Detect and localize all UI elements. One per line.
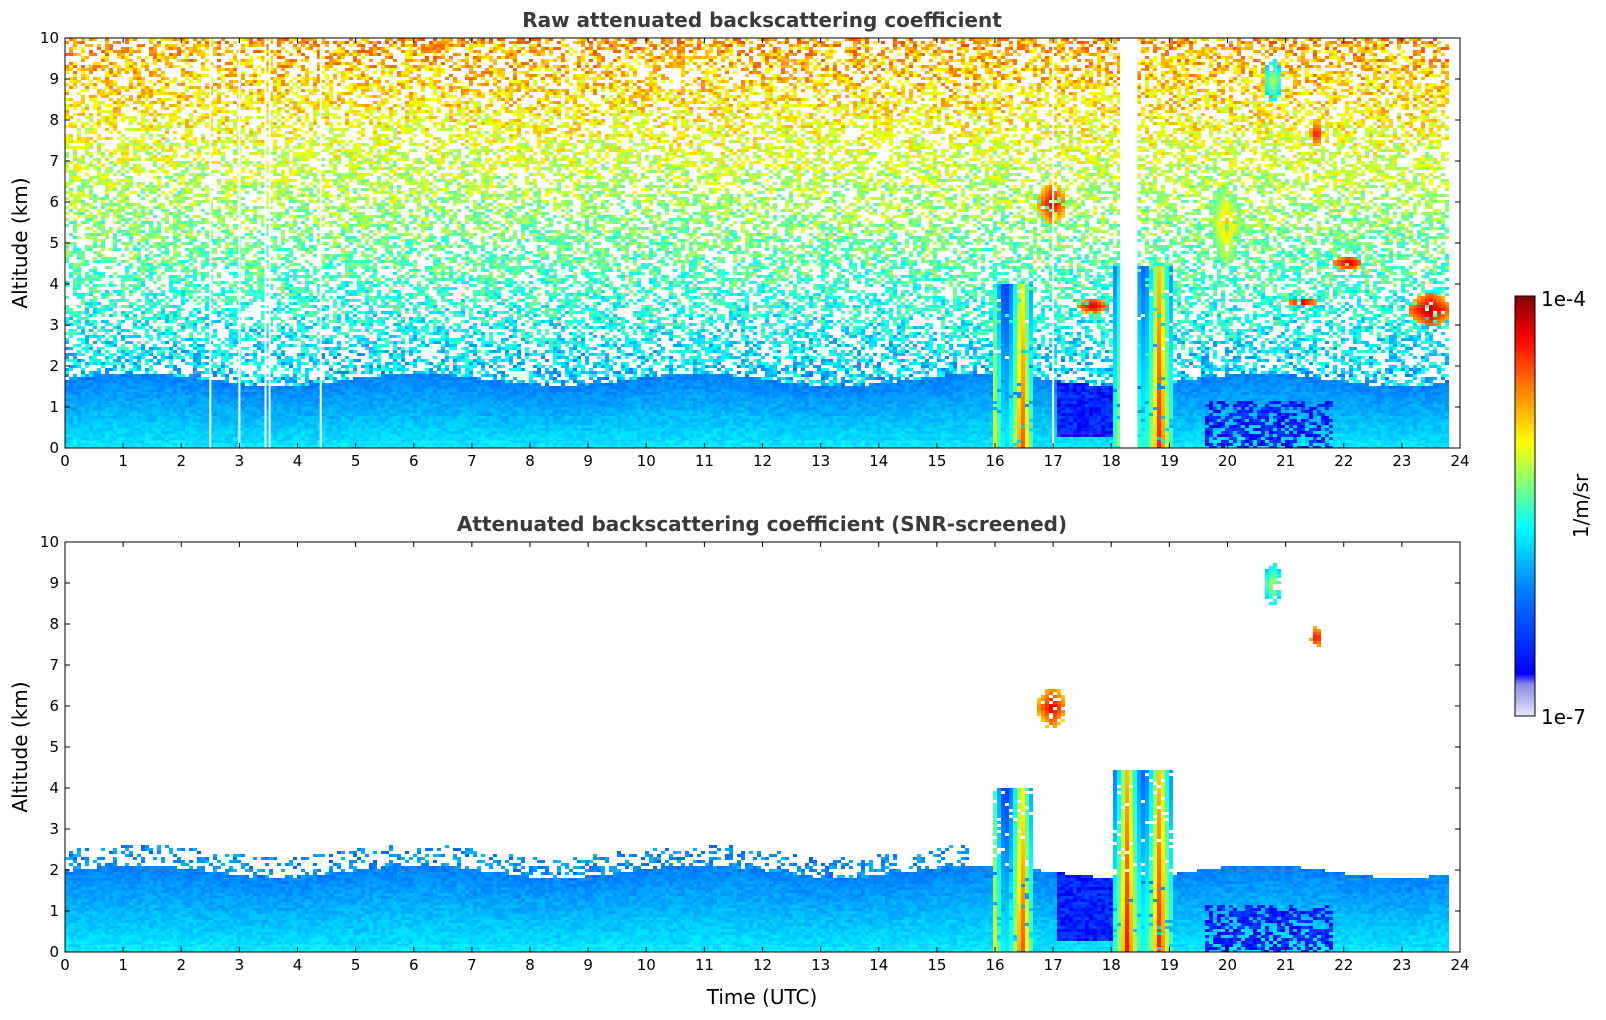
panel-raw: Raw attenuated backscattering coefficien… [8, 8, 1470, 470]
x-tick-label: 11 [695, 956, 714, 974]
colorbar-max-label: 1e-4 [1541, 287, 1586, 311]
y-tick-label: 4 [49, 779, 59, 797]
y-tick-label: 3 [49, 820, 59, 838]
heatmap-raw [65, 38, 1449, 449]
x-tick-label: 4 [293, 956, 303, 974]
data-gap [1120, 38, 1137, 448]
x-tick-label: 10 [637, 452, 656, 470]
y-tick-label: 2 [49, 357, 59, 375]
y-tick-label: 1 [49, 398, 59, 416]
x-tick-label: 6 [409, 452, 419, 470]
data-gap [209, 38, 211, 448]
x-tick-label: 7 [467, 956, 477, 974]
x-tick-label: 21 [1276, 956, 1295, 974]
y-tick-label: 8 [49, 615, 59, 633]
colorbar-scale [1515, 296, 1535, 716]
x-axis-label: Time (UTC) [706, 985, 818, 1009]
x-tick-label: 21 [1276, 452, 1295, 470]
x-tick-label: 18 [1102, 452, 1121, 470]
y-tick-label: 10 [40, 533, 59, 551]
x-tick-label: 24 [1450, 452, 1469, 470]
x-tick-label: 3 [235, 452, 245, 470]
y-tick-label: 5 [49, 234, 59, 252]
x-tick-label: 22 [1334, 452, 1353, 470]
x-tick-label: 19 [1160, 452, 1179, 470]
panel-title-screened: Attenuated backscattering coefficient (S… [457, 512, 1067, 536]
x-tick-label: 12 [753, 452, 772, 470]
y-tick-label: 4 [49, 275, 59, 293]
x-tick-label: 18 [1102, 956, 1121, 974]
y-axis-label-screened: Altitude (km) [8, 681, 32, 812]
x-tick-label: 3 [235, 956, 245, 974]
x-tick-label: 13 [811, 452, 830, 470]
x-tick-label: 16 [985, 452, 1004, 470]
x-tick-label: 5 [351, 956, 361, 974]
x-tick-label: 7 [467, 452, 477, 470]
x-tick-label: 8 [525, 452, 535, 470]
x-tick-label: 14 [869, 956, 888, 974]
x-tick-label: 0 [60, 452, 70, 470]
x-tick-label: 14 [869, 452, 888, 470]
x-tick-label: 24 [1450, 956, 1469, 974]
x-tick-label: 11 [695, 452, 714, 470]
y-tick-label: 10 [40, 29, 59, 47]
data-gap [1052, 38, 1054, 448]
y-tick-label: 3 [49, 316, 59, 334]
x-tick-label: 13 [811, 956, 830, 974]
x-tick-label: 15 [927, 452, 946, 470]
y-tick-label: 9 [49, 70, 59, 88]
x-tick-label: 23 [1392, 956, 1411, 974]
x-tick-label: 6 [409, 956, 419, 974]
x-tick-label: 1 [118, 956, 128, 974]
y-tick-label: 6 [49, 697, 59, 715]
data-gap [269, 38, 271, 448]
x-tick-label: 2 [176, 956, 186, 974]
panel-title-raw: Raw attenuated backscattering coefficien… [522, 8, 1002, 32]
y-tick-label: 7 [49, 656, 59, 674]
x-tick-label: 17 [1044, 956, 1063, 974]
y-tick-label: 9 [49, 574, 59, 592]
x-tick-label: 9 [583, 956, 593, 974]
y-tick-label: 1 [49, 902, 59, 920]
panel-screened: Attenuated backscattering coefficient (S… [8, 512, 1470, 1009]
x-tick-label: 10 [637, 956, 656, 974]
x-tick-label: 1 [118, 452, 128, 470]
x-tick-label: 20 [1218, 452, 1237, 470]
y-tick-label: 5 [49, 738, 59, 756]
y-tick-label: 0 [49, 439, 59, 457]
y-tick-label: 0 [49, 943, 59, 961]
colorbar: 1e-4 1e-7 1/m/sr [1515, 287, 1593, 729]
x-tick-label: 23 [1392, 452, 1411, 470]
x-tick-label: 2 [176, 452, 186, 470]
x-tick-label: 5 [351, 452, 361, 470]
data-gap [320, 38, 322, 448]
x-tick-label: 16 [985, 956, 1004, 974]
x-tick-label: 0 [60, 956, 70, 974]
heatmap-screened [65, 563, 1449, 953]
x-tick-label: 20 [1218, 956, 1237, 974]
x-tick-label: 22 [1334, 956, 1353, 974]
y-tick-label: 6 [49, 193, 59, 211]
y-tick-label: 7 [49, 152, 59, 170]
y-tick-label: 8 [49, 111, 59, 129]
heatmap-cells [65, 563, 1449, 953]
data-gap [265, 38, 267, 448]
colorbar-unit-label: 1/m/sr [1569, 473, 1593, 538]
heatmap-cells [65, 38, 1449, 449]
x-tick-label: 15 [927, 956, 946, 974]
y-tick-label: 2 [49, 861, 59, 879]
x-tick-label: 9 [583, 452, 593, 470]
y-axis-label-raw: Altitude (km) [8, 177, 32, 308]
x-tick-label: 4 [293, 452, 303, 470]
colorbar-min-label: 1e-7 [1541, 705, 1586, 729]
x-tick-label: 17 [1044, 452, 1063, 470]
x-tick-label: 19 [1160, 956, 1179, 974]
x-tick-label: 8 [525, 956, 535, 974]
data-gap [238, 38, 240, 448]
x-tick-label: 12 [753, 956, 772, 974]
